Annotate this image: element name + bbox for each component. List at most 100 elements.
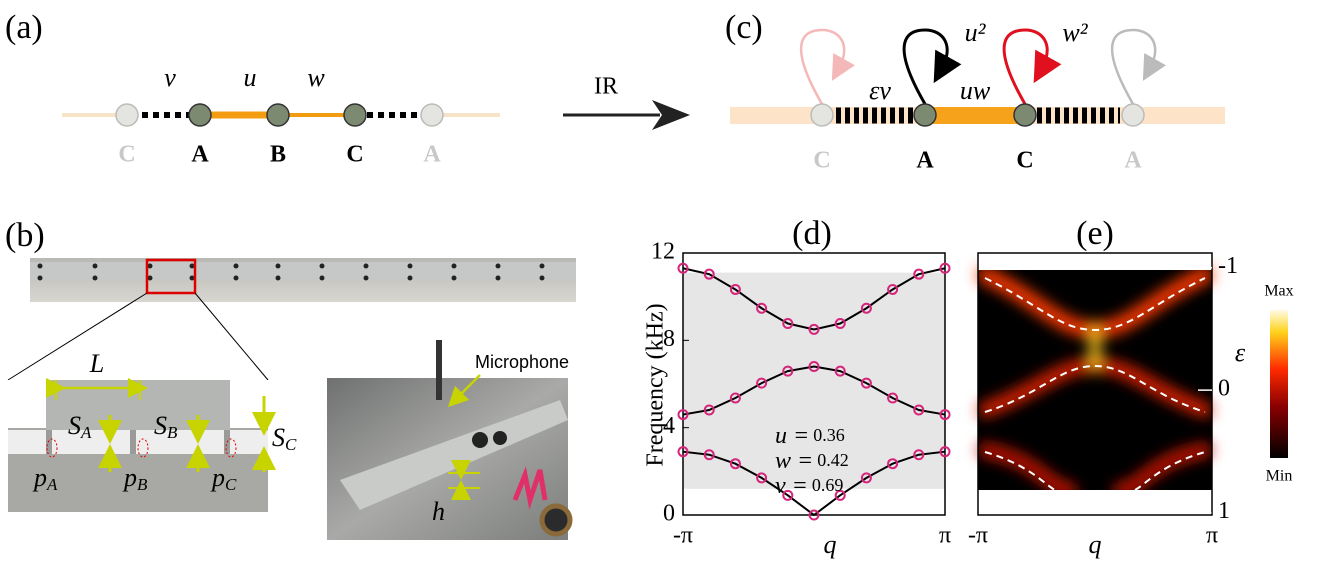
band-marker bbox=[677, 262, 689, 274]
band-marker bbox=[729, 392, 741, 404]
band-marker bbox=[782, 318, 794, 330]
band-marker bbox=[834, 318, 846, 330]
pore-symbol: p bbox=[210, 463, 225, 492]
band-marker bbox=[729, 458, 741, 470]
gap-label: SB bbox=[154, 411, 178, 442]
gap-label: SA bbox=[68, 411, 92, 442]
x-axis-label: q bbox=[1089, 530, 1102, 559]
gap-label: SC bbox=[272, 423, 297, 454]
pore-subscript: C bbox=[225, 475, 237, 494]
pore-symbol: p bbox=[32, 463, 47, 492]
arrow bbox=[563, 100, 690, 130]
band-marker bbox=[913, 268, 925, 280]
band-marker bbox=[860, 377, 872, 389]
colorbar-min: Min bbox=[1266, 468, 1293, 485]
band-marker bbox=[782, 489, 794, 501]
band-marker bbox=[939, 409, 951, 421]
band-line bbox=[682, 450, 946, 517]
parameter-value: 0.36 bbox=[813, 425, 845, 445]
node-label: A bbox=[191, 142, 209, 168]
y-tick-label: 8 bbox=[663, 326, 675, 352]
node-label: C bbox=[118, 142, 135, 168]
node-label: C bbox=[813, 148, 830, 174]
band-marker bbox=[808, 361, 820, 373]
band-marker bbox=[808, 323, 820, 335]
band-line bbox=[682, 267, 946, 331]
height-label: h bbox=[432, 497, 445, 526]
y-axis-label: Frequency (kHz) bbox=[643, 303, 669, 466]
band-marker bbox=[913, 449, 925, 461]
band-marker bbox=[756, 472, 768, 484]
gap-symbol: S bbox=[68, 411, 81, 440]
gap-symbol: S bbox=[272, 423, 285, 452]
parameter: w = 0.42 bbox=[775, 448, 849, 474]
x-tick-label: π bbox=[939, 523, 951, 549]
band-marker bbox=[939, 262, 951, 274]
band-marker bbox=[729, 283, 741, 295]
band-marker bbox=[887, 392, 899, 404]
sample-photo bbox=[7, 258, 576, 381]
y-tick-label: -1 bbox=[1218, 253, 1238, 279]
loop-label: w² bbox=[1062, 18, 1088, 47]
bond-label: u bbox=[244, 63, 257, 92]
shaded-region bbox=[683, 272, 945, 489]
parameter-value: 0.42 bbox=[817, 450, 849, 470]
band-marker bbox=[834, 365, 846, 377]
parameter: u = 0.36 bbox=[775, 423, 845, 449]
bond-label: εv bbox=[869, 76, 891, 105]
setup-photo bbox=[327, 340, 573, 540]
pore-symbol: p bbox=[122, 463, 137, 492]
parameter-value: 0.69 bbox=[812, 475, 844, 495]
arrow-label: IR bbox=[594, 74, 618, 100]
pore-subscript: B bbox=[137, 475, 148, 494]
pore-label: pC bbox=[210, 463, 237, 494]
band-marker bbox=[782, 365, 794, 377]
panel-label: (a) bbox=[5, 9, 43, 46]
panel-label: (d) bbox=[792, 215, 832, 252]
band-line bbox=[682, 365, 946, 416]
parameter-symbol: u = bbox=[775, 423, 809, 449]
zoom-photo bbox=[8, 378, 276, 512]
node-label: B bbox=[270, 142, 286, 168]
chain-a bbox=[62, 103, 500, 127]
parameter-symbol: w = bbox=[775, 448, 813, 474]
chain-c bbox=[730, 28, 1225, 127]
y-tick-label: 4 bbox=[663, 413, 675, 439]
heatmap-axes: -1 0 1 -π π bbox=[968, 253, 1238, 548]
band-marker bbox=[703, 268, 715, 280]
bond-label: uw bbox=[960, 76, 991, 105]
microphone-label: Microphone bbox=[475, 352, 569, 372]
gap-symbol: S bbox=[154, 411, 167, 440]
x-axis-label: q bbox=[824, 530, 837, 559]
band-marker bbox=[939, 446, 951, 458]
bond-label: v bbox=[164, 63, 176, 92]
pore-label: pB bbox=[122, 463, 148, 494]
y-tick-label: 12 bbox=[651, 239, 675, 265]
band-marker bbox=[887, 283, 899, 295]
band-marker bbox=[834, 489, 846, 501]
band-marker bbox=[703, 449, 715, 461]
band-marker bbox=[677, 446, 689, 458]
node-label: A bbox=[423, 142, 441, 168]
y-tick-label: 0 bbox=[663, 501, 675, 527]
band-marker bbox=[887, 458, 899, 470]
pore-subscript: A bbox=[46, 475, 58, 494]
parameter: v = 0.69 bbox=[775, 473, 843, 499]
loop-label: u² bbox=[965, 18, 987, 47]
x-tick-label: -π bbox=[968, 523, 988, 549]
x-tick-label: -π bbox=[673, 523, 693, 549]
gap-subscript: A bbox=[80, 423, 92, 442]
pore-label: pA bbox=[32, 463, 58, 494]
colorbar-max: Max bbox=[1264, 283, 1293, 300]
node-label: C bbox=[346, 142, 363, 168]
band-marker bbox=[756, 377, 768, 389]
node-label: C bbox=[1016, 148, 1033, 174]
length-label: L bbox=[89, 349, 104, 378]
band-marker bbox=[703, 404, 715, 416]
panel-label: (b) bbox=[5, 217, 45, 254]
gap-subscript: C bbox=[285, 435, 297, 454]
band-marker bbox=[913, 404, 925, 416]
band-marker bbox=[756, 302, 768, 314]
